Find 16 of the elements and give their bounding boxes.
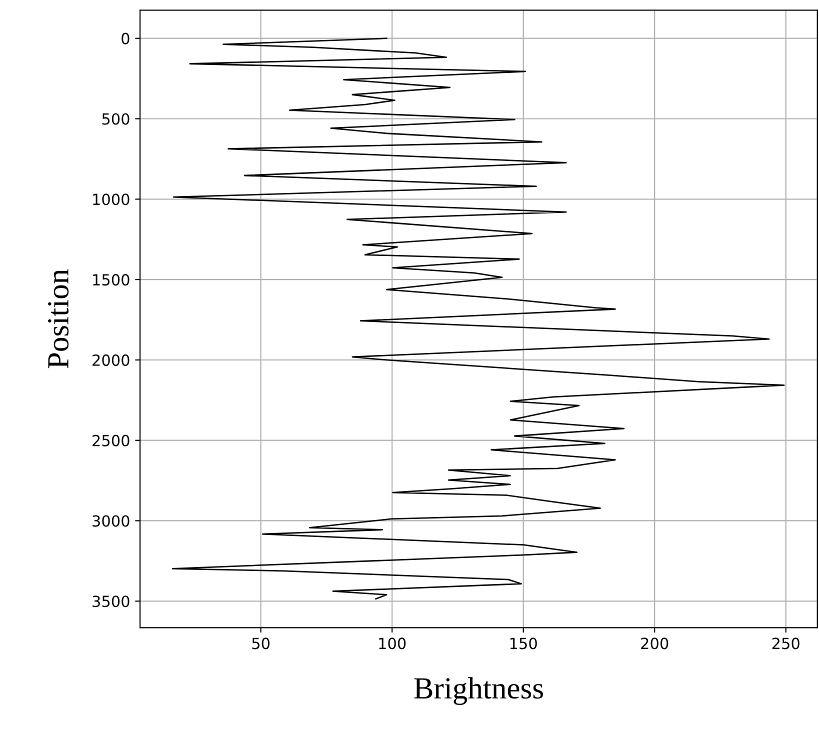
y-axis-title: Position — [48, 269, 69, 368]
x-tick-label: 50 — [252, 638, 270, 650]
y-tick-label: 2500 — [92, 434, 130, 446]
x-tick-label: 200 — [641, 638, 668, 650]
x-tick-label: 250 — [772, 638, 800, 650]
y-tick-label: 3000 — [92, 515, 130, 527]
y-tick-label: 500 — [102, 113, 130, 125]
y-tick-label: 2000 — [92, 354, 130, 366]
y-tick-label: 1500 — [93, 274, 130, 286]
x-axis-title: Brightness — [414, 677, 543, 705]
x-tick-label: 100 — [379, 638, 406, 650]
line-series — [172, 38, 785, 600]
y-tick-label: 1000 — [93, 194, 130, 206]
y-tick-label: 0 — [122, 32, 130, 44]
x-tick-label: 150 — [510, 638, 537, 650]
y-tick-label: 3500 — [92, 596, 130, 608]
